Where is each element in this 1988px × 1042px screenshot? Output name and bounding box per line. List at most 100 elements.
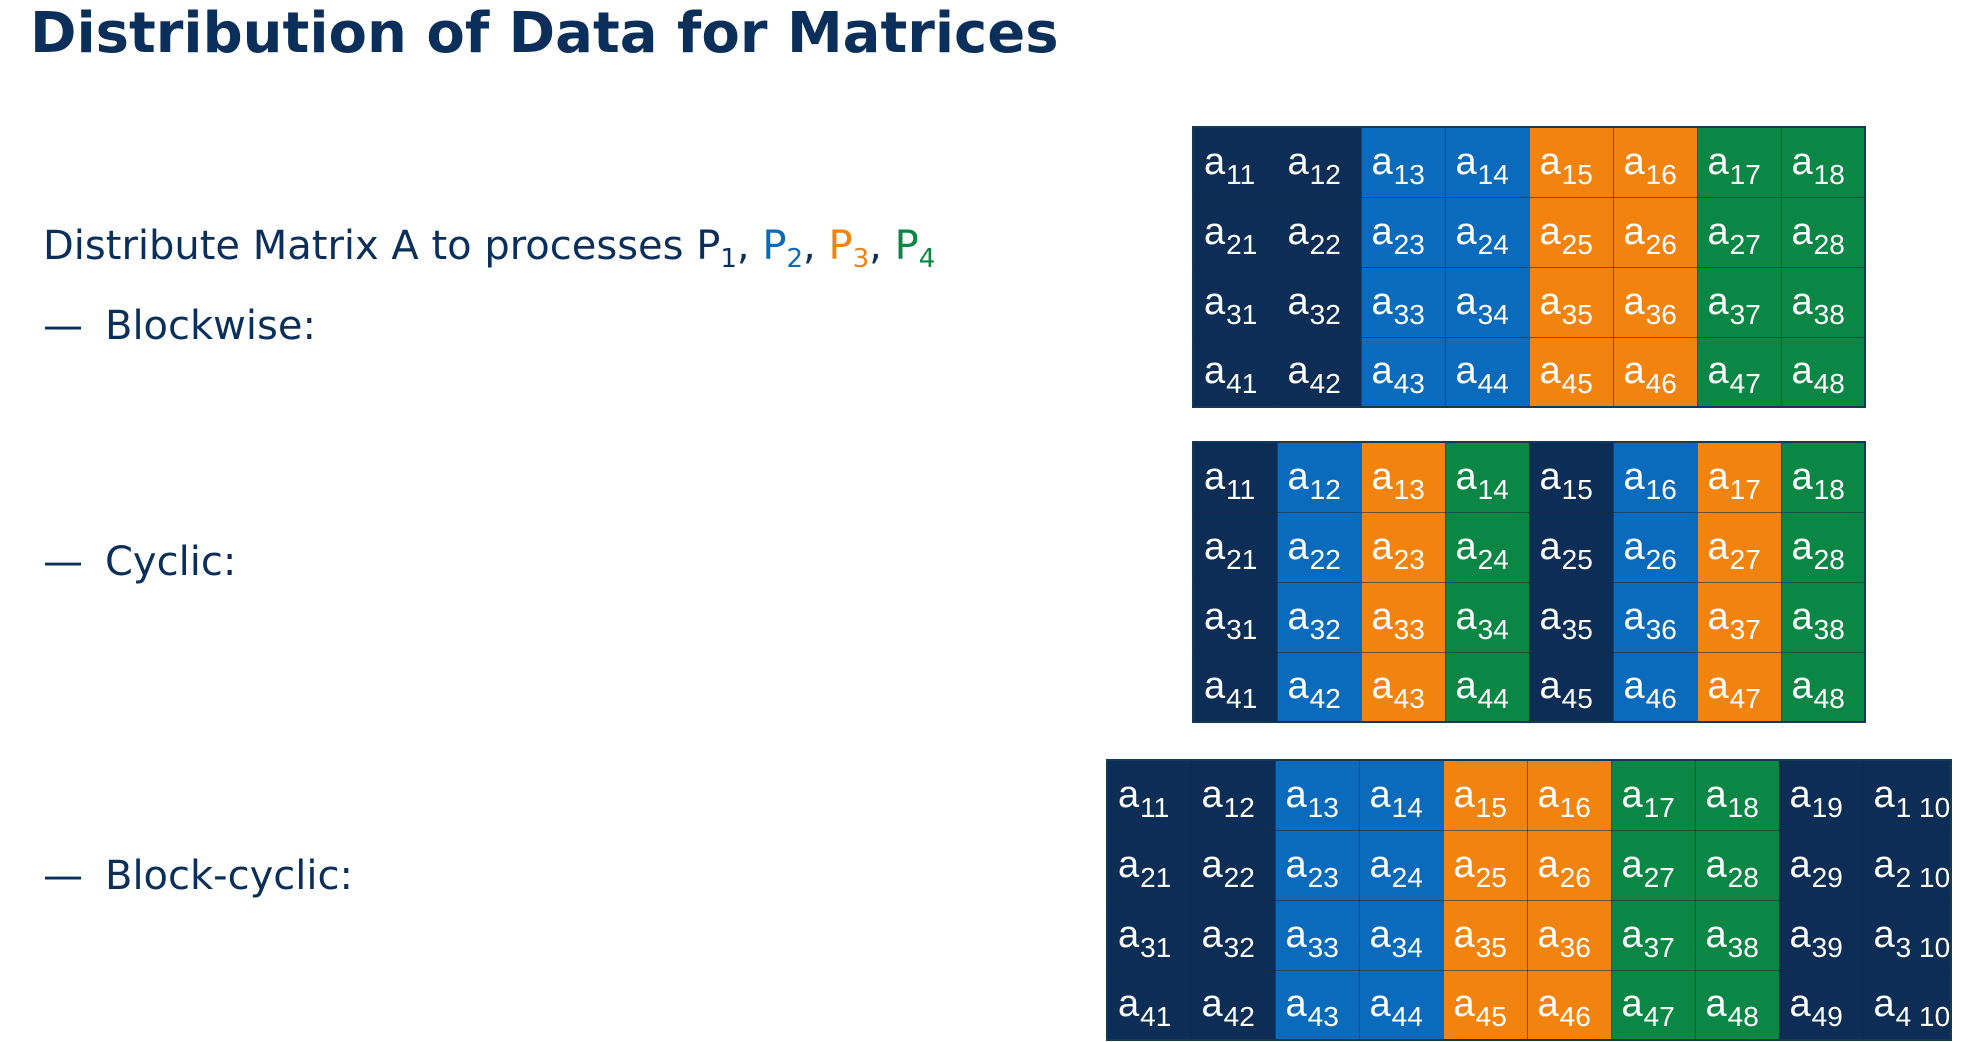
cell-index: 41 (1226, 368, 1258, 400)
matrix-cell: a45 (1528, 651, 1614, 723)
cell-letter: a (1705, 983, 1727, 1026)
matrix-cell: a35 (1528, 581, 1614, 653)
matrix-cell: a13 (1360, 441, 1446, 513)
cell-letter: a (1455, 210, 1477, 253)
cell-letter: a (1873, 983, 1895, 1026)
matrix-cell: a18 (1780, 126, 1866, 198)
cell-index: 38 (1727, 931, 1759, 963)
cell-index: 31 (1226, 298, 1258, 330)
cell-letter: a (1204, 280, 1226, 323)
matrix-cell: a15 (1442, 759, 1528, 831)
cell-index: 11 (1226, 158, 1256, 190)
cell-letter: a (1621, 843, 1643, 886)
cell-index: 18 (1813, 473, 1845, 505)
cell-letter: a (1287, 525, 1309, 568)
matrix-cell: a26 (1526, 829, 1612, 901)
cell-index: 34 (1391, 931, 1423, 963)
blockwise-label-text: Blockwise: (105, 303, 316, 349)
matrix-cell: a23 (1360, 196, 1446, 268)
cell-letter: a (1791, 210, 1813, 253)
matrix-cell: a37 (1696, 266, 1782, 338)
matrix-cell: a16 (1612, 441, 1698, 513)
matrix-cell: a44 (1358, 969, 1444, 1041)
cell-index: 45 (1561, 368, 1593, 400)
matrix-row: a41 a42 a43 a44 a45 a46 a47 a48 (1192, 651, 1866, 723)
cell-index: 24 (1477, 543, 1509, 575)
matrix-cell: a16 (1526, 759, 1612, 831)
cell-index: 13 (1393, 158, 1425, 190)
block-cyclic-label-text: Block-cyclic: (105, 853, 353, 899)
cell-index: 36 (1559, 931, 1591, 963)
cell-index: 48 (1813, 368, 1845, 400)
matrix-cell: a19 (1778, 759, 1864, 831)
cell-index: 27 (1643, 861, 1675, 893)
cell-index: 45 (1561, 683, 1593, 715)
intro-text: Distribute Matrix A to processes (43, 223, 697, 269)
matrix-cell: a27 (1696, 511, 1782, 583)
cell-letter: a (1204, 140, 1226, 183)
cell-index: 15 (1475, 791, 1507, 823)
cell-letter: a (1371, 140, 1393, 183)
matrix-cell: a17 (1610, 759, 1696, 831)
cell-letter: a (1287, 665, 1309, 708)
matrix-cell: a22 (1190, 829, 1276, 901)
matrix-cell: a15 (1528, 126, 1614, 198)
page-title: Distribution of Data for Matrices (30, 1, 1059, 66)
cell-letter: a (1789, 983, 1811, 1026)
cell-letter: a (1204, 210, 1226, 253)
cell-index: 38 (1813, 613, 1845, 645)
cell-letter: a (1371, 525, 1393, 568)
matrix-cell: a18 (1780, 441, 1866, 513)
cell-letter: a (1791, 280, 1813, 323)
cell-letter: a (1707, 455, 1729, 498)
matrix-cell: a11 (1192, 441, 1278, 513)
cell-letter: a (1621, 773, 1643, 816)
cell-letter: a (1455, 350, 1477, 393)
cell-index: 2 10 (1895, 861, 1951, 893)
blockwise-matrix: a11 a12 a13 a14 a15 a16 a17 a18 a21 a22 a23 a24 a25 a… (1192, 126, 1866, 408)
cell-index: 34 (1477, 613, 1509, 645)
cell-letter: a (1371, 665, 1393, 708)
cell-index: 47 (1729, 683, 1761, 715)
cell-index: 36 (1645, 298, 1677, 330)
cell-letter: a (1539, 210, 1561, 253)
cell-index: 44 (1477, 683, 1509, 715)
cell-index: 13 (1307, 791, 1339, 823)
cell-letter: a (1118, 843, 1140, 886)
cell-letter: a (1285, 843, 1307, 886)
cell-index: 15 (1561, 473, 1593, 505)
cell-letter: a (1287, 455, 1309, 498)
cell-letter: a (1118, 913, 1140, 956)
matrix-cell: a14 (1358, 759, 1444, 831)
cell-index: 12 (1223, 791, 1255, 823)
matrix-row: a21 a22 a23 a24 a25 a26 a27 a28 (1192, 196, 1866, 268)
cell-letter: a (1371, 210, 1393, 253)
cell-letter: a (1539, 595, 1561, 638)
cell-index: 15 (1561, 158, 1593, 190)
cell-index: 41 (1226, 683, 1258, 715)
matrix-cell: a27 (1610, 829, 1696, 901)
cell-letter: a (1623, 280, 1645, 323)
cell-letter: a (1705, 843, 1727, 886)
cell-letter: a (1537, 843, 1559, 886)
cell-index: 1 10 (1895, 791, 1951, 823)
cell-letter: a (1369, 983, 1391, 1026)
block-cyclic-matrix: a11 a12 a13 a14 a15 a16 a17 a18 a19 a1 10 a21 a22 a2… (1106, 759, 1953, 1041)
cell-index: 47 (1729, 368, 1761, 400)
matrix-cell: a31 (1106, 899, 1192, 971)
cell-letter: a (1204, 525, 1226, 568)
cell-index: 39 (1811, 931, 1843, 963)
matrix-cell: a24 (1358, 829, 1444, 901)
cell-letter: a (1204, 665, 1226, 708)
cell-index: 31 (1140, 931, 1172, 963)
cell-letter: a (1873, 913, 1895, 956)
matrix-cell: a13 (1274, 759, 1360, 831)
matrix-cell: a28 (1694, 829, 1780, 901)
cell-index: 19 (1811, 791, 1843, 823)
cell-letter: a (1455, 280, 1477, 323)
matrix-cell: a4 10 (1862, 969, 1952, 1041)
process-p3: P3 (828, 223, 870, 274)
cell-letter: a (1621, 913, 1643, 956)
cell-index: 32 (1223, 931, 1255, 963)
matrix-cell: a33 (1360, 581, 1446, 653)
